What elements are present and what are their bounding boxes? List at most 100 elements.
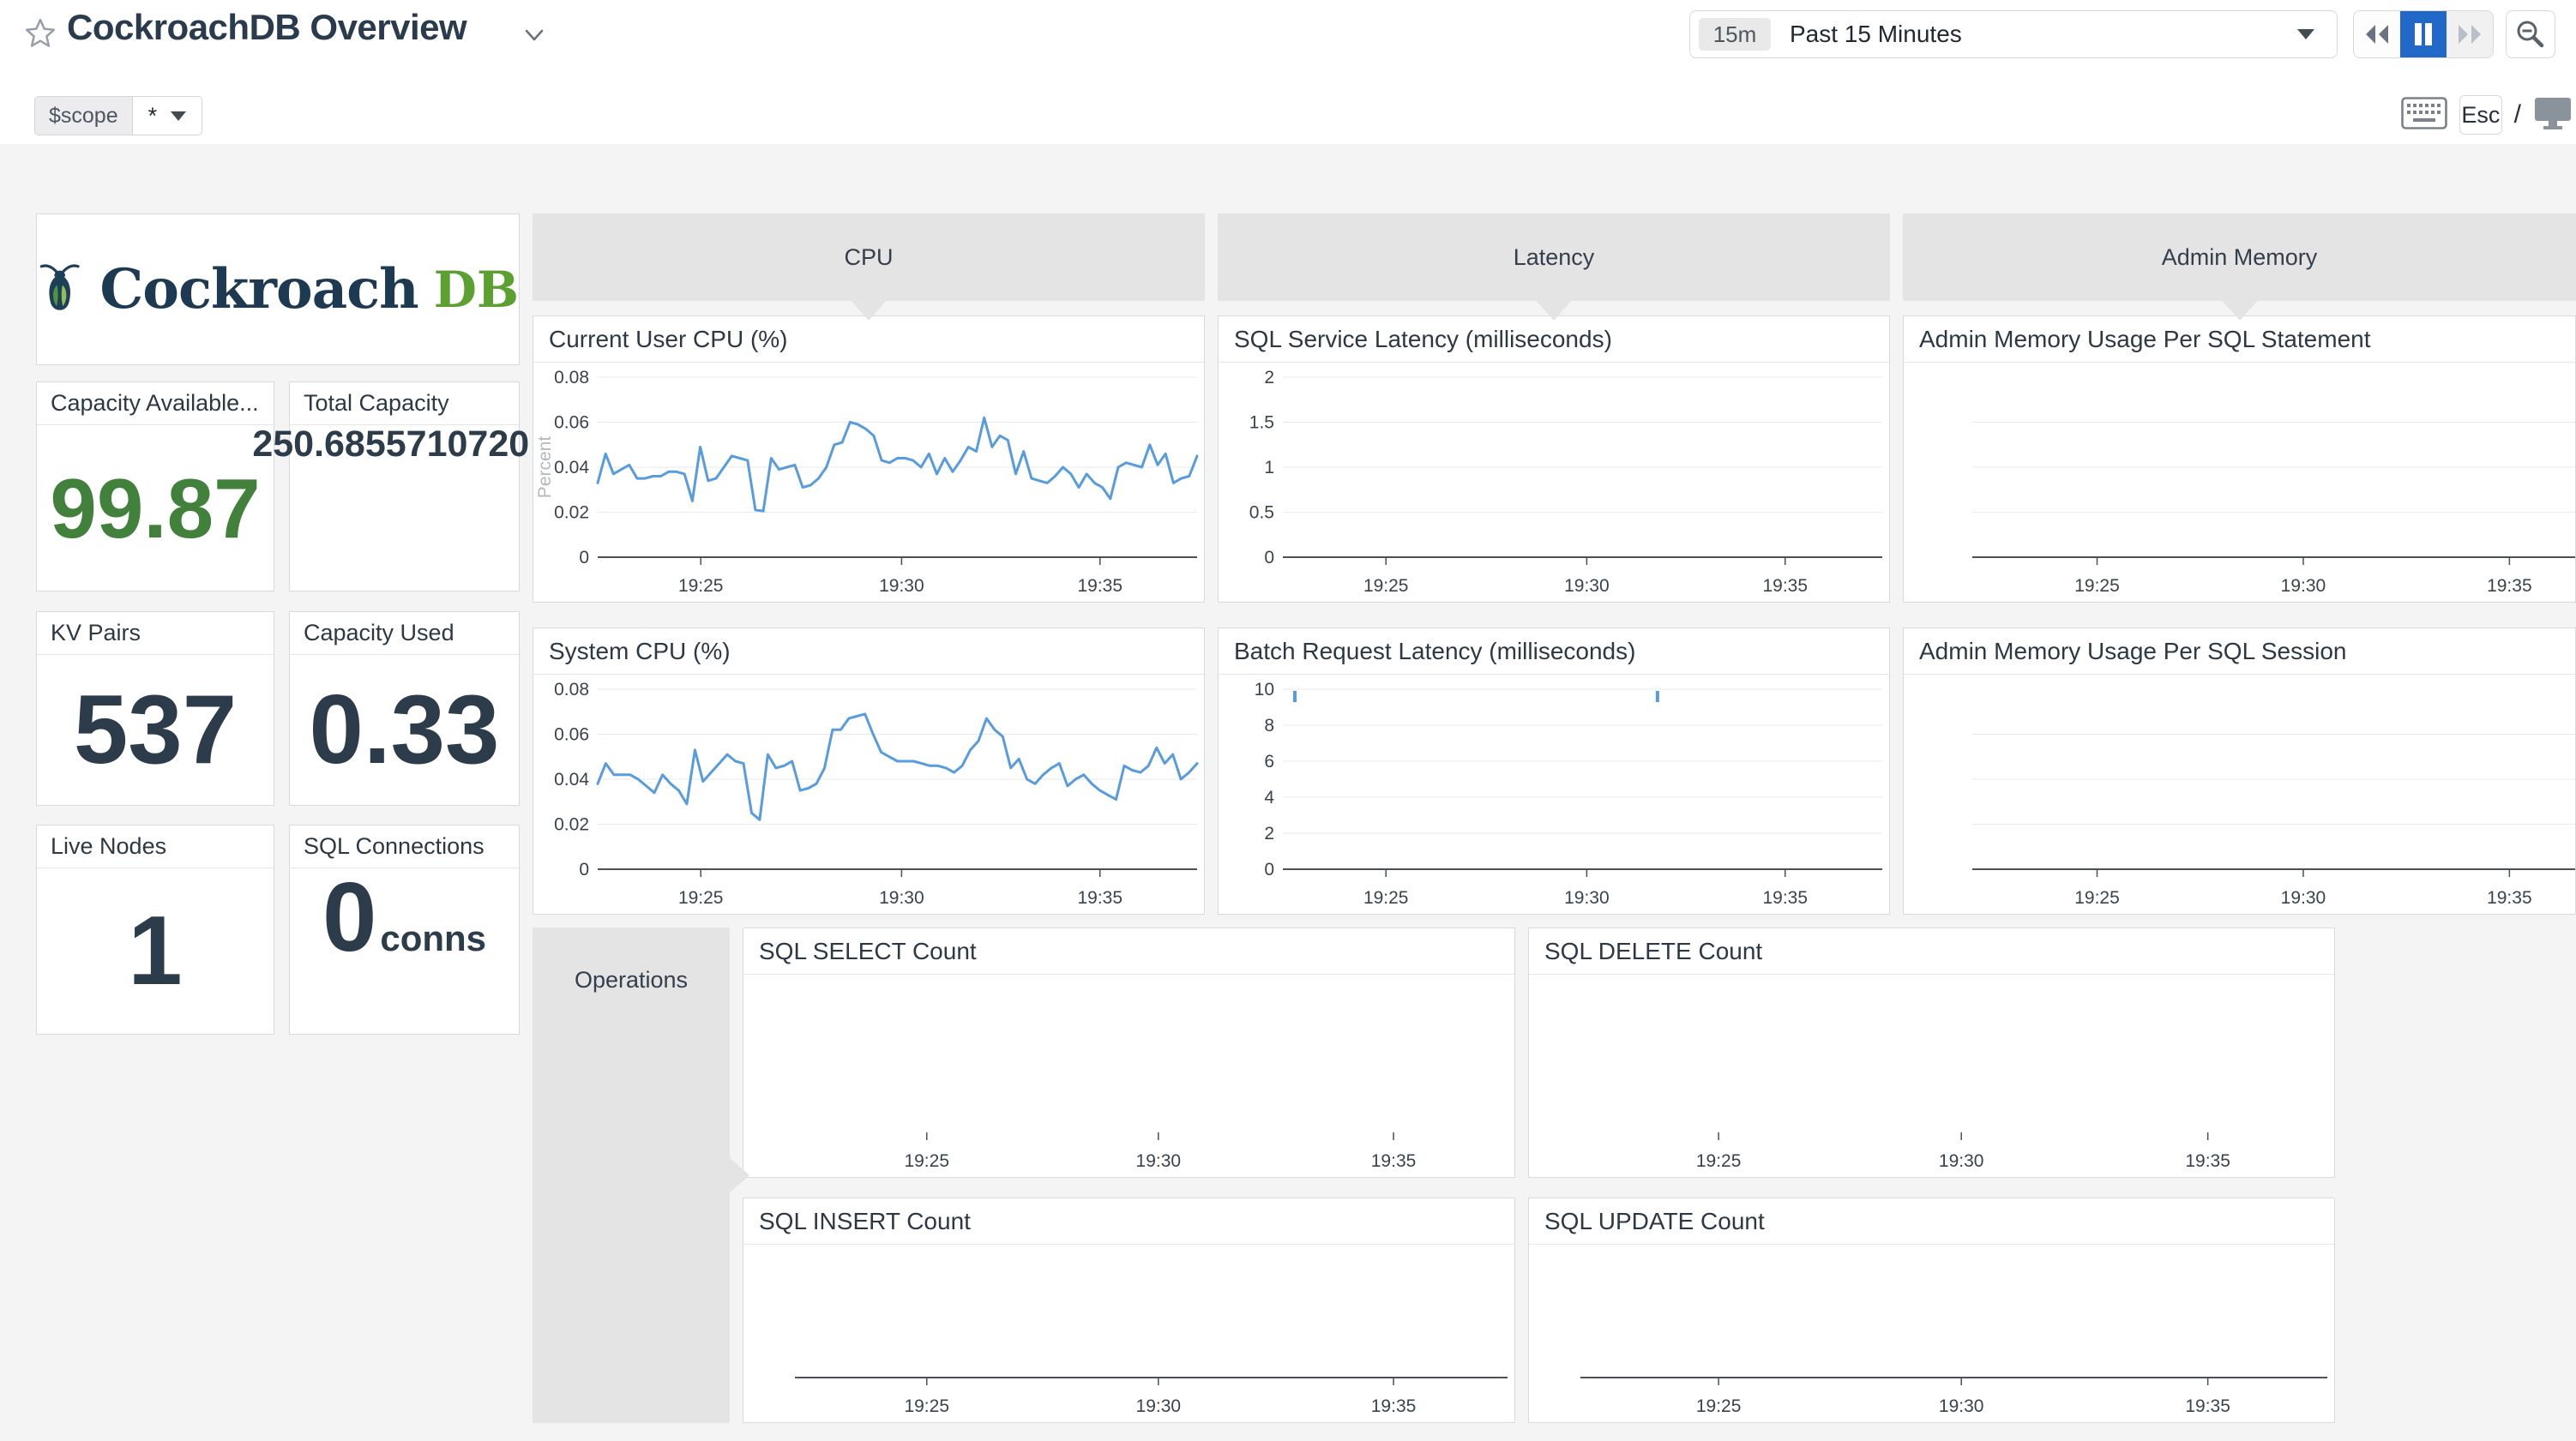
section-notch <box>728 1156 749 1194</box>
pause-button[interactable] <box>2400 11 2447 57</box>
sql-update-count-chart[interactable]: 19:25 19:30 19:35 <box>1529 1246 2334 1422</box>
section-header-operations: Operations <box>533 928 749 1423</box>
section-header-latency: Latency <box>1218 213 1890 321</box>
stat-value: 0.33 <box>309 675 500 784</box>
svg-text:19:35: 19:35 <box>1762 576 1808 596</box>
svg-text:0.06: 0.06 <box>554 725 589 745</box>
rewind-button[interactable] <box>2354 11 2400 57</box>
svg-text:19:35: 19:35 <box>2487 576 2532 596</box>
system-cpu-plot: 0 0.02 0.04 0.06 0.08 19:25 19:30 19:35 <box>554 680 1199 908</box>
zoom-out-button[interactable] <box>2506 10 2555 58</box>
scope-variable-name: $scope <box>35 97 133 135</box>
section-label: Latency <box>1513 243 1595 270</box>
tv-mode-icon[interactable] <box>2533 96 2573 135</box>
sql-update-plot: 19:25 19:30 19:35 <box>1580 1377 2327 1416</box>
time-range-selector[interactable]: 15m Past 15 Minutes <box>1689 10 2338 58</box>
chart-title: Admin Memory Usage Per SQL Statement <box>1904 316 2575 363</box>
svg-text:19:30: 19:30 <box>1564 888 1610 908</box>
svg-text:0: 0 <box>579 860 589 880</box>
system-cpu-chart[interactable]: 0 0.02 0.04 0.06 0.08 19:25 19:30 19:35 <box>533 675 1204 914</box>
dashboard-switcher-chevron-icon[interactable] <box>521 22 547 52</box>
svg-text:0: 0 <box>1264 860 1274 880</box>
svg-text:8: 8 <box>1264 716 1274 736</box>
svg-text:0.02: 0.02 <box>554 503 589 523</box>
section-label: Operations <box>574 967 689 993</box>
section-notch <box>850 299 888 321</box>
stat-value: 250.6855710720 <box>252 423 530 465</box>
time-range-badge: 15m <box>1699 18 1771 51</box>
svg-text:0: 0 <box>1264 548 1274 567</box>
svg-text:19:30: 19:30 <box>2281 576 2326 596</box>
stat-card-kv-pairs: KV Pairs 537 <box>36 611 274 806</box>
admin-memory-statement-chart[interactable]: 19:25 19:30 19:35 <box>1904 363 2575 602</box>
panel-batch-request-latency: Batch Request Latency (milliseconds) 0 2 4… <box>1218 627 1890 915</box>
sql-service-latency-plot: 0 0.5 1 1.5 2 19:25 19:30 19:35 <box>1249 368 1882 596</box>
panel-admin-memory-statement: Admin Memory Usage Per SQL Statement 19:… <box>1903 315 2576 603</box>
svg-text:2: 2 <box>1264 824 1274 844</box>
stat-card-capacity-used: Capacity Used 0.33 <box>289 611 520 806</box>
sql-service-latency-chart[interactable]: 0 0.5 1 1.5 2 19:25 19:30 19:35 <box>1219 363 1889 602</box>
panel-current-user-cpu: Current User CPU (%) 0 0.02 0.04 0.06 0.08 19… <box>533 315 1205 603</box>
svg-text:19:25: 19:25 <box>1363 888 1409 908</box>
cockroachdb-logo-card: Cockroach DB <box>36 213 520 365</box>
chart-title: SQL DELETE Count <box>1529 928 2334 975</box>
section-notch <box>2220 299 2259 321</box>
fast-forward-button[interactable] <box>2447 11 2493 57</box>
svg-text:19:30: 19:30 <box>1136 1151 1182 1171</box>
svg-text:19:25: 19:25 <box>678 576 724 596</box>
svg-text:Percent: Percent <box>535 436 555 499</box>
chart-title: SQL SELECT Count <box>743 928 1514 975</box>
svg-text:19:35: 19:35 <box>1371 1151 1417 1171</box>
chart-title: System CPU (%) <box>533 628 1204 675</box>
panel-sql-service-latency: SQL Service Latency (milliseconds) 0 0.5 1… <box>1218 315 1890 603</box>
svg-text:19:25: 19:25 <box>1363 576 1409 596</box>
current-user-cpu-chart[interactable]: 0 0.02 0.04 0.06 0.08 19:25 19:30 19:35 Percent <box>533 363 1204 602</box>
svg-text:19:30: 19:30 <box>1564 576 1610 596</box>
scope-template-variable[interactable]: $scope * <box>34 96 203 135</box>
svg-text:0.04: 0.04 <box>554 458 589 477</box>
svg-text:19:35: 19:35 <box>1371 1396 1417 1416</box>
svg-text:19:30: 19:30 <box>2281 888 2326 908</box>
keyboard-icon[interactable] <box>2401 96 2447 134</box>
svg-text:2: 2 <box>1264 368 1274 387</box>
svg-text:19:30: 19:30 <box>879 576 924 596</box>
logo-wordmark-db: DB <box>433 260 519 319</box>
svg-text:19:30: 19:30 <box>1939 1396 1984 1416</box>
batch-request-latency-chart[interactable]: 0 2 4 6 8 10 19:25 19:30 19:35 <box>1219 675 1889 914</box>
svg-text:19:25: 19:25 <box>1696 1396 1742 1416</box>
stat-card-total-capacity: Total Capacity 250.6855710720 GB <box>252 381 557 591</box>
svg-text:19:35: 19:35 <box>2185 1151 2230 1171</box>
chart-title: Batch Request Latency (milliseconds) <box>1219 628 1889 675</box>
stat-title: Live Nodes <box>37 826 274 868</box>
svg-text:0.06: 0.06 <box>554 413 589 433</box>
admin-memory-session-chart[interactable]: 19:25 19:30 19:35 <box>1904 675 2575 914</box>
svg-text:0: 0 <box>579 548 589 567</box>
timeframe-playback-controls <box>2353 10 2494 58</box>
favorite-star-icon[interactable] <box>24 17 57 54</box>
panel-sql-update-count: SQL UPDATE Count 19:25 19:30 19:35 <box>1528 1198 2335 1423</box>
svg-text:4: 4 <box>1264 788 1274 808</box>
svg-text:19:35: 19:35 <box>2487 888 2532 908</box>
svg-text:19:30: 19:30 <box>1939 1151 1984 1171</box>
magnifier-minus-icon <box>2517 21 2544 48</box>
page-title: CockroachDB Overview <box>67 7 467 47</box>
current-user-cpu-plot: 0 0.02 0.04 0.06 0.08 19:25 19:30 19:35 Percent <box>535 368 1199 596</box>
esc-key-button[interactable]: Esc <box>2459 95 2502 135</box>
scope-caret-icon <box>171 111 187 121</box>
sql-insert-count-chart[interactable]: 19:25 19:30 19:35 <box>743 1246 1514 1422</box>
svg-text:19:25: 19:25 <box>904 1396 949 1416</box>
chart-title: Current User CPU (%) <box>533 316 1204 363</box>
stat-value: 1 <box>128 897 183 1006</box>
batch-request-latency-plot: 0 2 4 6 8 10 19:25 19:30 19:35 <box>1255 680 1882 908</box>
time-range-label: Past 15 Minutes <box>1790 21 1962 47</box>
shortcut-row: Esc / <box>2401 93 2573 137</box>
time-range-caret-icon <box>2297 29 2314 39</box>
stat-title: Capacity Used <box>290 612 519 655</box>
sql-select-count-chart[interactable]: 19:25 19:30 19:35 <box>743 976 1514 1177</box>
section-label: Admin Memory <box>2161 243 2318 270</box>
svg-text:1: 1 <box>1264 458 1274 477</box>
section-notch <box>1535 299 1573 321</box>
svg-text:0.08: 0.08 <box>554 368 589 387</box>
admin-memory-session-plot: 19:25 19:30 19:35 <box>1972 734 2575 908</box>
sql-delete-count-chart[interactable]: 19:25 19:30 19:35 <box>1529 976 2334 1177</box>
